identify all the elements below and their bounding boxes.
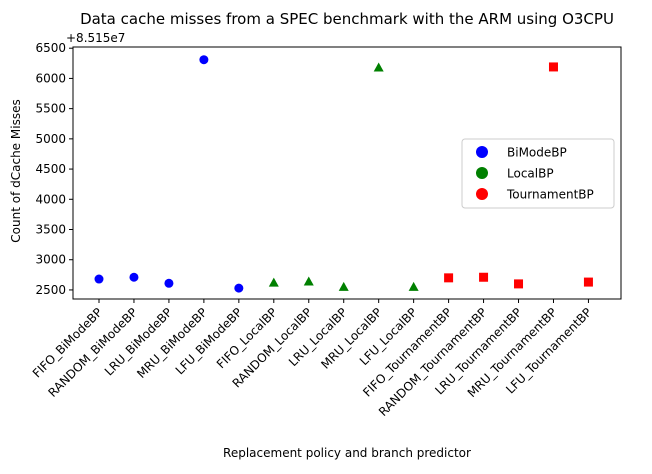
data-point: [514, 279, 524, 289]
y-tick-label: 3000: [35, 253, 66, 267]
y-tick-label: 2500: [35, 283, 66, 297]
y-tick-label: 6000: [35, 71, 66, 85]
data-point: [479, 272, 489, 282]
chart-title: Data cache misses from a SPEC benchmark …: [80, 10, 614, 28]
legend-label: LocalBP: [507, 167, 554, 181]
legend-marker: [476, 167, 488, 179]
data-point: [199, 55, 209, 65]
data-point: [338, 281, 349, 291]
data-point: [303, 276, 314, 286]
y-axis-ticks: 2500 3000 3500 4000 4500 5000 5500 6000 6500: [35, 41, 73, 297]
y-tick-label: 4000: [35, 192, 66, 206]
legend-label: TournamentBP: [506, 188, 594, 202]
x-axis-ticks: FIFO_BiModeBPRANDOM_BiModeBPLRU_BiModeBP…: [30, 299, 595, 419]
data-point: [129, 272, 139, 282]
legend-box: [461, 138, 615, 209]
plot-frame: [72, 46, 622, 300]
axis-offset-text: +8.515e7: [66, 31, 125, 45]
y-tick-label: 4500: [35, 162, 66, 176]
data-point: [373, 62, 384, 72]
data-points: [94, 55, 593, 293]
data-point: [164, 278, 174, 288]
legend-marker: [476, 188, 488, 200]
y-tick-label: 3500: [35, 223, 66, 237]
data-point: [408, 281, 419, 291]
data-point: [268, 277, 279, 287]
x-tick-label: MRU_LocalBP: [318, 305, 385, 372]
legend-label: BiModeBP: [507, 146, 567, 160]
y-tick-label: 5000: [35, 132, 66, 146]
legend-marker: [476, 146, 488, 158]
data-point: [583, 277, 593, 287]
x-axis-label: Replacement policy and branch predictor: [223, 446, 471, 460]
data-point: [234, 283, 244, 293]
data-point: [94, 274, 104, 284]
y-tick-label: 5500: [35, 102, 66, 116]
legend: BiModeBP LocalBP TournamentBP: [461, 138, 615, 209]
data-point: [444, 273, 454, 283]
y-tick-label: 6500: [35, 41, 66, 55]
data-point: [548, 62, 558, 72]
y-axis-label: Count of dCache Misses: [9, 99, 23, 242]
